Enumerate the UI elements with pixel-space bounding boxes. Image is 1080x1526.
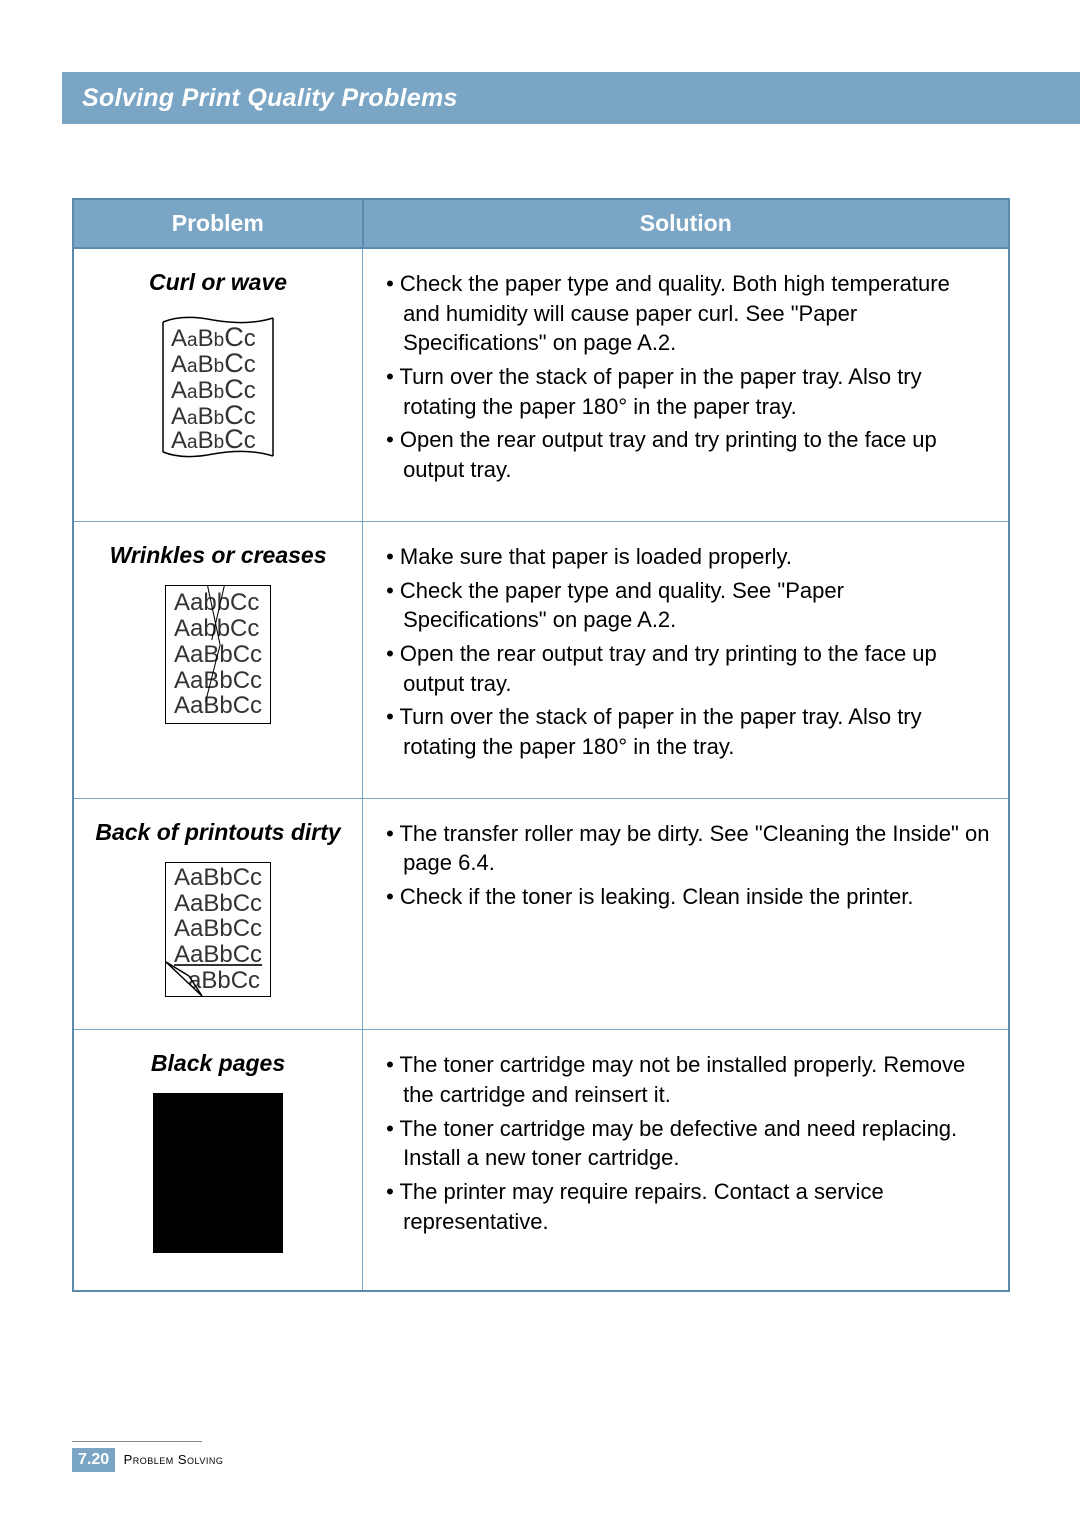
solution-item: The toner cartridge may be defective and…	[381, 1114, 990, 1173]
sample-line: AaBbCc	[174, 865, 262, 891]
solution-item: Open the rear output tray and try printi…	[381, 425, 990, 484]
problem-title: Wrinkles or creases	[92, 542, 344, 569]
problem-cell-black-pages: Black pages	[73, 1030, 363, 1292]
solution-item: The toner cartridge may not be installed…	[381, 1050, 990, 1109]
problem-sample-back: AaBbCc AaBbCc AaBbCc AaBbCc aBbCc	[165, 862, 271, 998]
svg-text:AaBbCc: AaBbCc	[171, 424, 256, 454]
solution-cell: The toner cartridge may not be installed…	[363, 1030, 1009, 1292]
sample-line: AaBbCc	[174, 891, 262, 917]
footer-section-label: Problem Solving	[124, 1452, 224, 1467]
problem-title: Black pages	[92, 1050, 344, 1077]
solution-item: The transfer roller may be dirty. See "C…	[381, 819, 990, 878]
troubleshooting-table: Problem Solution Curl or wave AaBbCc AaB…	[72, 198, 1010, 1292]
problem-sample-black	[153, 1093, 283, 1253]
table-row: Curl or wave AaBbCc AaBbCc AaBbCc AaBbCc…	[73, 248, 1009, 521]
column-header-solution: Solution	[363, 199, 1009, 248]
solution-item: Make sure that paper is loaded properly.	[381, 542, 990, 572]
curl-sample-icon: AaBbCc AaBbCc AaBbCc AaBbCc AaBbCc	[153, 312, 283, 462]
problem-sample-curl: AaBbCc AaBbCc AaBbCc AaBbCc AaBbCc	[153, 312, 283, 467]
problem-title: Back of printouts dirty	[92, 819, 344, 846]
sample-line: AaBbCc	[174, 916, 262, 942]
page-footer: 7.20 Problem Solving	[72, 1441, 223, 1472]
problem-cell-back-dirty: Back of printouts dirty AaBbCc AaBbCc Aa…	[73, 798, 363, 1030]
section-header-band: Solving Print Quality Problems	[62, 72, 1080, 124]
problem-cell-wrinkles: Wrinkles or creases AabbCc AabbCc AaBbCc…	[73, 521, 363, 798]
folded-corner-icon	[164, 954, 208, 998]
footer-divider	[72, 1441, 202, 1442]
problem-cell-curl: Curl or wave AaBbCc AaBbCc AaBbCc AaBbCc…	[73, 248, 363, 521]
solution-list: The toner cartridge may not be installed…	[381, 1050, 990, 1236]
solution-item: Turn over the stack of paper in the pape…	[381, 702, 990, 761]
table-row: Back of printouts dirty AaBbCc AaBbCc Aa…	[73, 798, 1009, 1030]
solution-list: Check the paper type and quality. Both h…	[381, 269, 990, 485]
solution-cell: Check the paper type and quality. Both h…	[363, 248, 1009, 521]
sample-line: AaBbCc	[174, 668, 262, 694]
sample-line: AaBbCc	[174, 642, 262, 668]
solution-item: Check if the toner is leaking. Clean ins…	[381, 882, 990, 912]
problem-title: Curl or wave	[92, 269, 344, 296]
solution-list: Make sure that paper is loaded properly.…	[381, 542, 990, 762]
sample-line: AabbCc	[174, 590, 262, 616]
solution-item: Turn over the stack of paper in the pape…	[381, 362, 990, 421]
solution-list: The transfer roller may be dirty. See "C…	[381, 819, 990, 912]
solution-cell: The transfer roller may be dirty. See "C…	[363, 798, 1009, 1030]
problem-sample-wrinkle: AabbCc AabbCc AaBbCc AaBbCc AaBbCc	[165, 585, 271, 725]
column-header-problem: Problem	[73, 199, 363, 248]
solution-item: Check the paper type and quality. Both h…	[381, 269, 990, 358]
section-header-title: Solving Print Quality Problems	[82, 84, 458, 113]
page-number-badge: 7.20	[72, 1448, 115, 1472]
table-row: Wrinkles or creases AabbCc AabbCc AaBbCc…	[73, 521, 1009, 798]
sample-line: AaBbCc	[174, 693, 262, 719]
solution-item: Check the paper type and quality. See "P…	[381, 576, 990, 635]
solution-item: Open the rear output tray and try printi…	[381, 639, 990, 698]
table-row: Black pages The toner cartridge may not …	[73, 1030, 1009, 1292]
solution-item: The printer may require repairs. Contact…	[381, 1177, 990, 1236]
sample-line: AabbCc	[174, 616, 262, 642]
solution-cell: Make sure that paper is loaded properly.…	[363, 521, 1009, 798]
